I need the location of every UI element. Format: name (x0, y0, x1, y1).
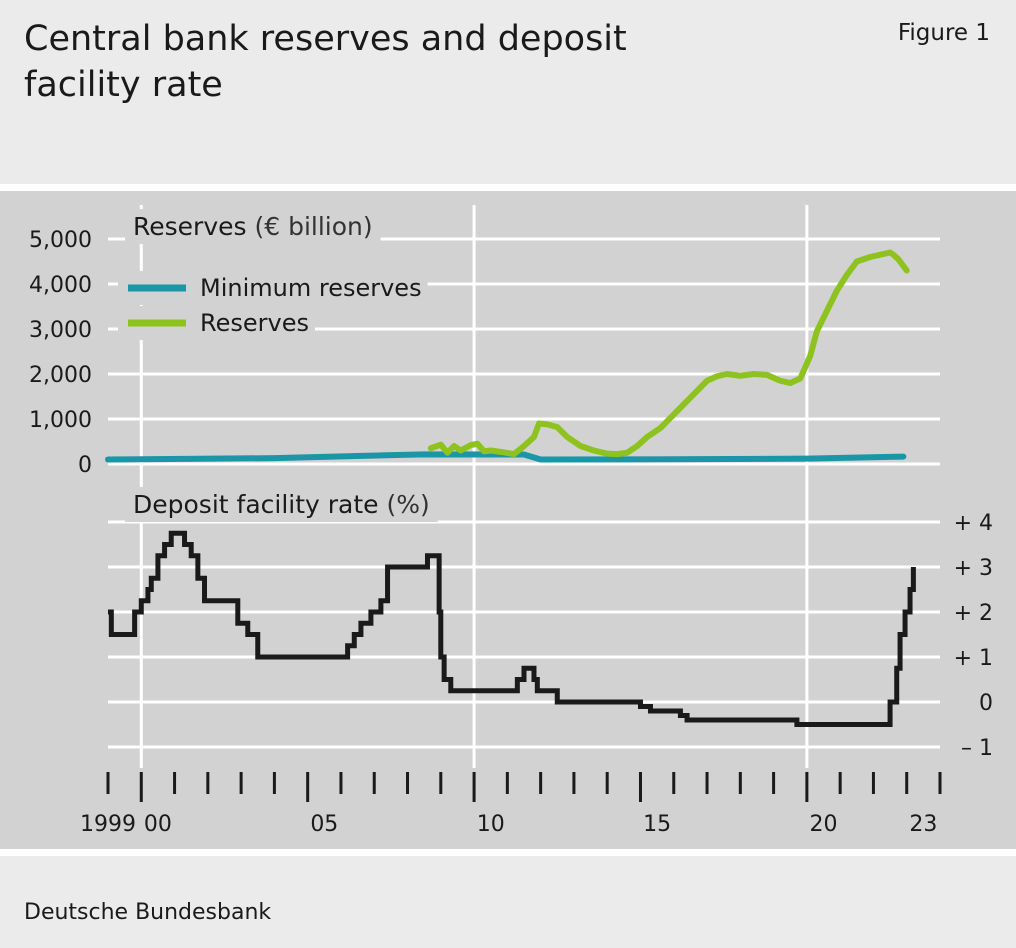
xtick-label: 15 (643, 812, 671, 837)
ytick-label-reserves: 0 (78, 453, 92, 478)
xtick-label: 00 (144, 812, 172, 837)
source-note: Deutsche Bundesbank (24, 900, 272, 925)
legend: Minimum reserves Reserves (118, 271, 428, 340)
band-top-border (0, 184, 1016, 191)
legend-label: Reserves (200, 309, 309, 337)
label-layer: Reserves (€ billion) Deposit facility rat… (29, 209, 993, 837)
series-layer (105, 249, 916, 727)
series-line-reserves (427, 249, 910, 458)
ytick-label-rate: 0 (979, 691, 993, 716)
ytick-label-reserves: 1,000 (29, 408, 92, 433)
chart-title: Central bank reserves and deposit facili… (24, 19, 627, 105)
ytick-label-rate: + 4 (954, 511, 993, 536)
rate-panel-title-text: Deposit facility rate (%) (133, 490, 430, 519)
ytick-label-reserves: 5,000 (29, 228, 92, 253)
ytick-label-reserves: 3,000 (29, 318, 92, 343)
reserves-panel-title-unit: (€ billion) (254, 212, 372, 241)
figure-label: Figure 1 (897, 20, 990, 46)
axis-layer (106, 772, 942, 802)
xtick-label: 05 (310, 812, 338, 837)
reserves-panel-title-text: Reserves (€ billion) (133, 212, 373, 241)
ytick-label-rate: + 2 (954, 601, 993, 626)
rate-panel-title-unit: (%) (387, 490, 430, 519)
reserves-panel-title-label: Reserves (133, 212, 254, 241)
reserves-panel-title-mask (125, 209, 381, 244)
ytick-label-rate: + 1 (954, 646, 993, 671)
xtick-label: 1999 (80, 812, 136, 837)
series-line-deposit-rate (108, 530, 916, 727)
band-bottom-border (0, 849, 1016, 856)
legend-entry: Minimum reserves (118, 271, 428, 305)
ytick-label-rate: – 1 (961, 736, 993, 761)
ytick-label-rate: + 3 (954, 556, 993, 581)
rate-panel-title: Deposit facility rate (%) (125, 487, 438, 522)
xtick-label: 23 (909, 812, 937, 837)
rate-panel-title-label: Deposit facility rate (133, 490, 387, 519)
rate-panel-title-mask (125, 487, 438, 522)
xtick-label: 10 (477, 812, 505, 837)
legend-entry: Reserves (118, 306, 315, 340)
series-line-minimum-reserves (105, 451, 907, 463)
ytick-label-reserves: 4,000 (29, 273, 92, 298)
xtick-label: 20 (810, 812, 838, 837)
ytick-label-reserves: 2,000 (29, 363, 92, 388)
legend-label: Minimum reserves (200, 274, 422, 302)
reserves-panel-title: Reserves (€ billion) (125, 209, 381, 244)
